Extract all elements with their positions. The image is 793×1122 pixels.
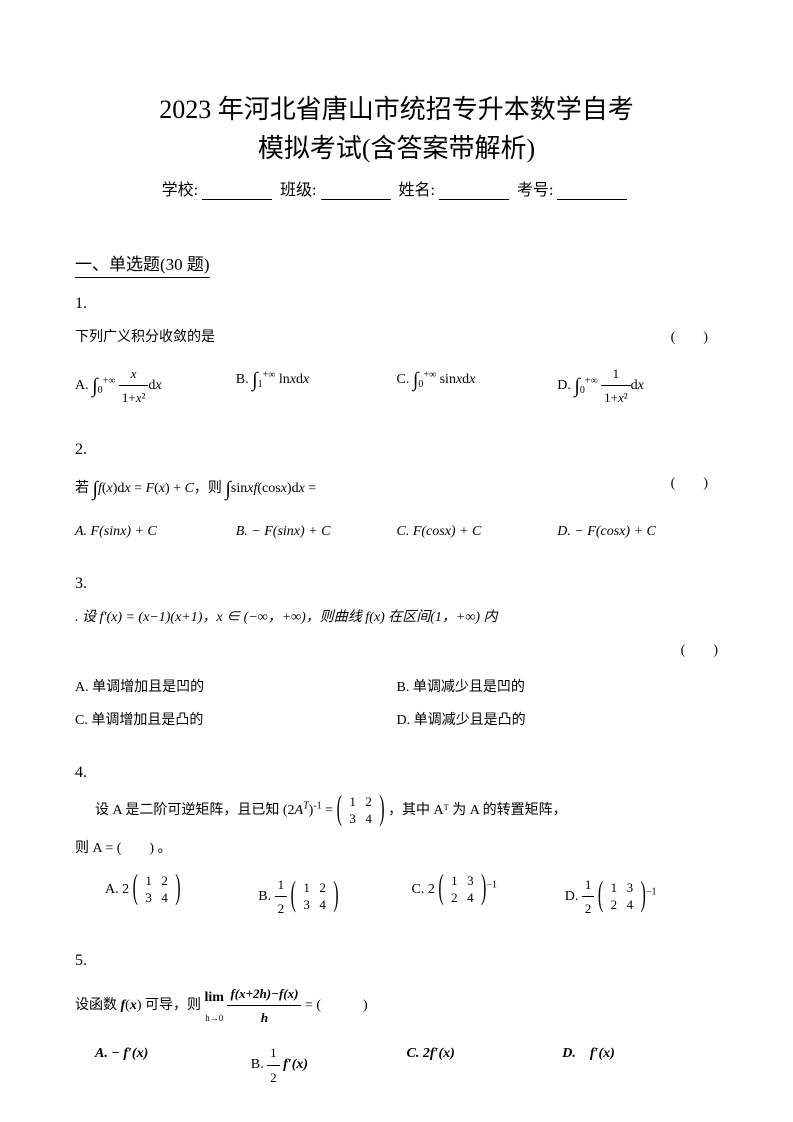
q5-opt-d: D. f′(x) [562,1037,718,1093]
q1-text: 下列广义积分收敛的是 ( ) [75,325,718,350]
q1-opt-a: A. ∫0+∞ x1+x²dx [75,358,236,414]
question-4: 4. 设 A 是二阶可逆矩阵，且已知 (2AT)-1 = 12 34 ，其中 A… [75,759,718,925]
q2-number: 2. [75,436,718,465]
q3-opt-d: D. 单调减少且是凸的 [397,704,719,737]
name-label: 姓名: [399,182,435,199]
q4-text: 设 A 是二阶可逆矩阵，且已知 (2AT)-1 = 12 34 ，其中 Aᵀ 为… [75,794,718,828]
q5-text: 设函数 f(x) 可导，则 limh→0 f(x+2h)−f(x) h = ( … [75,982,718,1030]
q3-paren-line: ( ) [75,638,718,663]
q1-paren: ( ) [671,325,708,350]
q4-opt-b: B. 12 12 34 [258,869,411,925]
question-2: 2. 若 ∫f(x)dx = F(x) + C，则 ∫sinxf(cosx)dx… [75,436,718,548]
q2-opt-c: C. F(cosx) + C [397,515,558,548]
student-info-line: 学校: 班级: 姓名: 考号: [75,176,718,200]
q2-options: A. F(sinx) + C B. − F(sinx) + C C. F(cos… [75,515,718,548]
q5-opt-b: B. 12 f′(x) [251,1037,407,1093]
exam-title: 2023 年河北省唐山市统招专升本数学自考 模拟考试(含答案带解析) [75,90,718,168]
q4-then: 则 A = ( ) 。 [75,836,718,861]
question-5: 5. 设函数 f(x) 可导，则 limh→0 f(x+2h)−f(x) h =… [75,947,718,1093]
examid-label: 考号: [517,182,553,199]
title-line-2: 模拟考试(含答案带解析) [258,134,535,163]
q3-opt-a: A. 单调增加且是凹的 [75,671,397,704]
q4-options: A. 2 12 34 B. 12 12 34 C. 2 13 24 −1 D. … [75,869,718,925]
q2-paren: ( ) [671,471,708,496]
q1-opt-b: B. ∫1+∞ lnxdx [236,358,397,414]
q2-opt-d: D. − F(cosx) + C [557,515,718,548]
q1-number: 1. [75,290,718,319]
q4-opt-a: A. 2 12 34 [105,869,258,925]
q3-number: 3. [75,570,718,599]
q4-opt-d: D. 12 13 24 −1 [565,869,718,925]
q3-opt-b: B. 单调减少且是凹的 [397,671,719,704]
q2-text: 若 ∫f(x)dx = F(x) + C，则 ∫sinxf(cosx)dx = … [75,471,718,507]
q4-opt-c: C. 2 13 24 −1 [412,869,565,925]
q1-opt-d: D. ∫0+∞ 11+x²dx [557,358,718,414]
name-blank[interactable] [439,182,509,200]
class-blank[interactable] [321,182,391,200]
section-header: 一、单选题(30 题) [75,250,210,278]
q5-opt-a: A. − f′(x) [95,1037,251,1093]
q2-opt-b: B. − F(sinx) + C [236,515,397,548]
q3-opt-c: C. 单调增加且是凸的 [75,704,397,737]
q1-opt-c: C. ∫0+∞ sinxdx [397,358,558,414]
q3-text: . 设 f′(x) = (x−1)(x+1)，x ∈ (−∞，+∞)，则曲线 f… [75,605,718,630]
q4-matrix-main: 12 34 [337,794,385,828]
q4-number: 4. [75,759,718,788]
q5-options: A. − f′(x) B. 12 f′(x) C. 2f′(x) D. f′(x… [75,1037,718,1093]
q5-opt-c: C. 2f′(x) [407,1037,563,1093]
q2-opt-a: A. F(sinx) + C [75,515,236,548]
examid-blank[interactable] [557,182,627,200]
q5-number: 5. [75,947,718,976]
class-label: 班级: [280,182,316,199]
question-3: 3. . 设 f′(x) = (x−1)(x+1)，x ∈ (−∞，+∞)，则曲… [75,570,718,738]
q3-options: A. 单调增加且是凹的 B. 单调减少且是凹的 C. 单调增加且是凸的 D. 单… [75,671,718,737]
school-label: 学校: [162,182,198,199]
title-line-1: 2023 年河北省唐山市统招专升本数学自考 [159,95,634,124]
school-blank[interactable] [202,182,272,200]
q1-options: A. ∫0+∞ x1+x²dx B. ∫1+∞ lnxdx C. ∫0+∞ si… [75,358,718,414]
question-1: 1. 下列广义积分收敛的是 ( ) A. ∫0+∞ x1+x²dx B. ∫1+… [75,290,718,414]
